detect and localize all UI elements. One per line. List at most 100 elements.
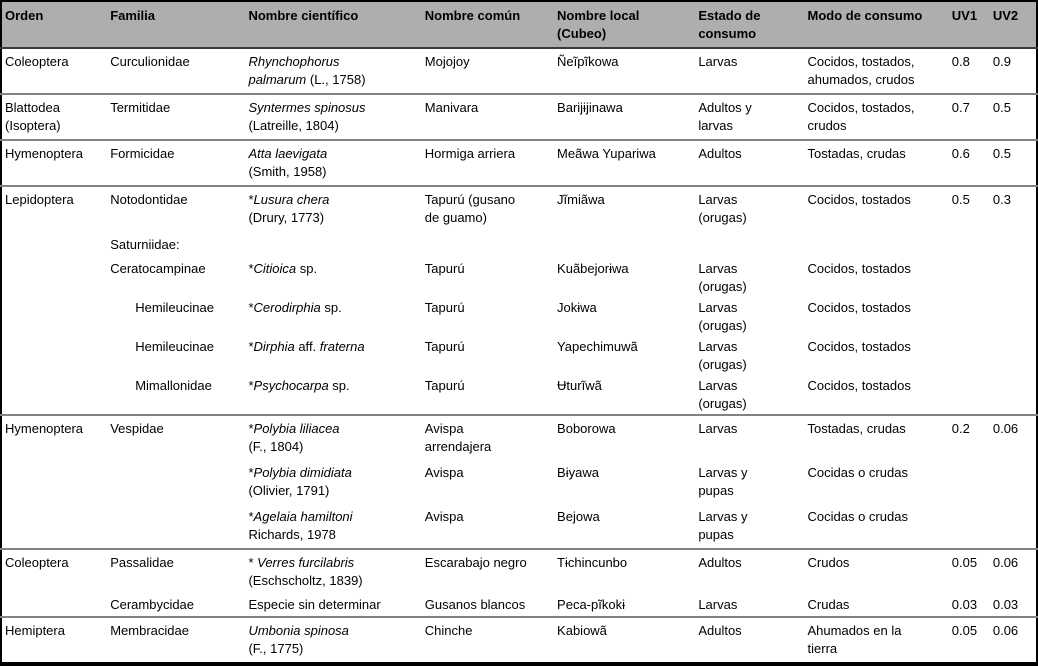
column-header-orden: Orden xyxy=(1,1,108,49)
cell-uv2 xyxy=(990,297,1037,336)
cell-estado-consumo xyxy=(695,231,804,258)
table-row: Hemileucinae *Cerodirphia sp. Tapurú Jok… xyxy=(1,297,1037,336)
cell-uv2 xyxy=(990,231,1037,258)
cell-orden xyxy=(1,594,107,617)
cell-nombre-comun: Hormiga arriera xyxy=(421,139,555,186)
cell-estado-consumo: Larvas (orugas) xyxy=(698,339,747,372)
table-row: Hymenoptera Formicidae Atta laevigata (S… xyxy=(1,139,1037,186)
table-row: *Polybia dimidiata (Olivier, 1791) Avisp… xyxy=(1,460,1037,504)
table-row: Saturniidae: xyxy=(1,231,1037,258)
cell-familia: Formicidae xyxy=(107,139,246,186)
column-header-familia: Familia xyxy=(107,1,246,49)
cell-familia: Termitidae xyxy=(107,93,246,140)
cell-uv2 xyxy=(990,336,1037,375)
cell-nombre-comun: Avispa xyxy=(424,509,464,524)
table-row: Hemiptera Membracidae Umbonia spinosa (F… xyxy=(1,616,1037,664)
cell-uv1 xyxy=(949,504,990,549)
column-header-estado-consumo: Estado de consumo xyxy=(695,1,805,49)
cell-nombre-cientifico: *Polybia dimidiata (Olivier, 1791) xyxy=(248,465,352,498)
cell-nombre-cientifico: Umbonia spinosa (F., 1775) xyxy=(245,616,422,664)
cell-nombre-local xyxy=(554,231,695,258)
cell-uv2: 0.9 xyxy=(992,54,1011,69)
cell-nombre-local: Bɨyawa xyxy=(557,465,599,480)
table-row: *Agelaia hamiltoni Richards, 1978 Avispa… xyxy=(1,504,1037,549)
cell-nombre-comun: Tapurú xyxy=(424,339,465,354)
cell-uv1: 0.5 xyxy=(948,185,990,231)
cell-nombre-cientifico: Atta laevigata (Smith, 1958) xyxy=(245,139,422,186)
cell-uv1: 0.2 xyxy=(948,414,990,460)
cell-estado-consumo: Larvas xyxy=(698,54,738,69)
cell-familia: Hemileucinae xyxy=(135,339,214,354)
cell-uv1 xyxy=(949,258,990,297)
cell-nombre-cientifico xyxy=(245,231,421,258)
cell-uv2 xyxy=(990,460,1037,504)
cell-orden: Coleoptera xyxy=(5,54,69,69)
cell-nombre-cientifico: *Cerodirphia sp. xyxy=(248,300,342,315)
cell-nombre-local: Kuãbejorɨwa xyxy=(557,261,629,276)
cell-nombre-cientifico: *Polybia liliacea (F., 1804) xyxy=(245,414,422,460)
cell-uv1 xyxy=(949,375,990,415)
cell-nombre-local: Kabiowã xyxy=(554,616,696,664)
cell-estado-consumo: Larvas y pupas xyxy=(698,509,748,542)
column-header-uv2: UV2 xyxy=(989,1,1037,49)
cell-nombre-cientifico: *Dirphia aff. fraterna xyxy=(248,339,365,354)
column-header-uv1: UV1 xyxy=(948,1,990,49)
cell-orden xyxy=(1,258,107,297)
column-header-nombre-comun: Nombre común xyxy=(421,1,555,49)
table-row: Cerambycidae Especie sin determinar Gusa… xyxy=(1,594,1037,617)
cell-orden xyxy=(1,460,107,504)
cell-uv1: 0.05 xyxy=(948,548,990,594)
cell-nombre-cientifico: Rhynchophorus palmarum (L., 1758) xyxy=(248,54,366,87)
cell-modo-consumo: Cocidos, tostados xyxy=(804,185,949,231)
column-header-nombre-local: Nombre local (Cubeo) xyxy=(554,1,696,49)
table-row: Hymenoptera Vespidae *Polybia liliacea (… xyxy=(1,414,1037,460)
cell-familia: Notodontidae xyxy=(107,185,246,231)
cell-nombre-comun: Gusanos blancos xyxy=(424,597,526,612)
cell-familia: Cerambycidae xyxy=(110,597,195,612)
cell-estado-consumo: Larvas (orugas) xyxy=(698,378,747,411)
cell-familia xyxy=(107,504,245,549)
cell-nombre-comun xyxy=(422,231,554,258)
cell-modo-consumo: Cocidos, tostados xyxy=(807,378,911,393)
table-row: Coleoptera Curculionidae Rhynchophorus p… xyxy=(1,48,1037,94)
cell-uv2: 0.06 xyxy=(989,616,1037,664)
table-row: Blattodea (Isoptera) Termitidae Synterme… xyxy=(1,93,1037,140)
cell-nombre-local: Bejowa xyxy=(557,509,600,524)
cell-uv2 xyxy=(990,258,1037,297)
cell-nombre-local: Barijɨjinawa xyxy=(554,93,696,140)
cell-estado-consumo: Larvas (orugas) xyxy=(698,261,747,294)
cell-modo-consumo: Cocidos, tostados xyxy=(807,300,911,315)
cell-familia: Vespidae xyxy=(107,414,246,460)
table-row: Hemileucinae *Dirphia aff. fraterna Tapu… xyxy=(1,336,1037,375)
cell-familia: Hemileucinae xyxy=(135,300,214,315)
cell-uv2 xyxy=(990,504,1037,549)
cell-estado-consumo: Larvas (orugas) xyxy=(698,300,747,333)
header-row: Orden Familia Nombre científico Nombre c… xyxy=(1,1,1037,49)
cell-familia: Membracidae xyxy=(107,616,246,664)
cell-modo-consumo: Cocidos, tostados, ahumados, crudos xyxy=(807,54,915,87)
cell-nombre-comun: Avispa arrendajera xyxy=(421,414,555,460)
cell-familia: Passalidae xyxy=(107,548,246,594)
cell-modo-consumo: Cocidas o crudas xyxy=(807,509,908,524)
cell-uv2: 0.06 xyxy=(989,414,1037,460)
cell-orden: Hymenoptera xyxy=(1,139,108,186)
cell-uv2: 0.06 xyxy=(989,548,1037,594)
cell-familia: Curculionidae xyxy=(110,54,190,69)
table-row: Mimallonidae *Psychocarpa sp. Tapurú Ʉtu… xyxy=(1,375,1037,415)
cell-estado-consumo: Larvas xyxy=(698,597,738,612)
cell-nombre-cientifico: Syntermes spinosus (Latreille, 1804) xyxy=(245,93,422,140)
column-header-modo-consumo: Modo de consumo xyxy=(804,1,949,49)
cell-uv2: 0.5 xyxy=(989,139,1037,186)
cell-orden: Lepidoptera xyxy=(1,185,108,231)
cell-uv1 xyxy=(949,297,990,336)
cell-nombre-local: Yapechimuwã xyxy=(557,339,638,354)
cell-estado-consumo: Larvas y pupas xyxy=(698,465,748,498)
cell-estado-consumo: Adultos xyxy=(695,139,805,186)
cell-nombre-local: Ʉturĩwã xyxy=(557,378,602,393)
cell-familia: Saturniidae: xyxy=(110,237,180,252)
cell-uv1: 0.05 xyxy=(948,616,990,664)
cell-uv1 xyxy=(949,336,990,375)
cell-modo-consumo: Cocidos, tostados xyxy=(807,339,911,354)
cell-estado-consumo: Larvas (orugas) xyxy=(695,185,805,231)
